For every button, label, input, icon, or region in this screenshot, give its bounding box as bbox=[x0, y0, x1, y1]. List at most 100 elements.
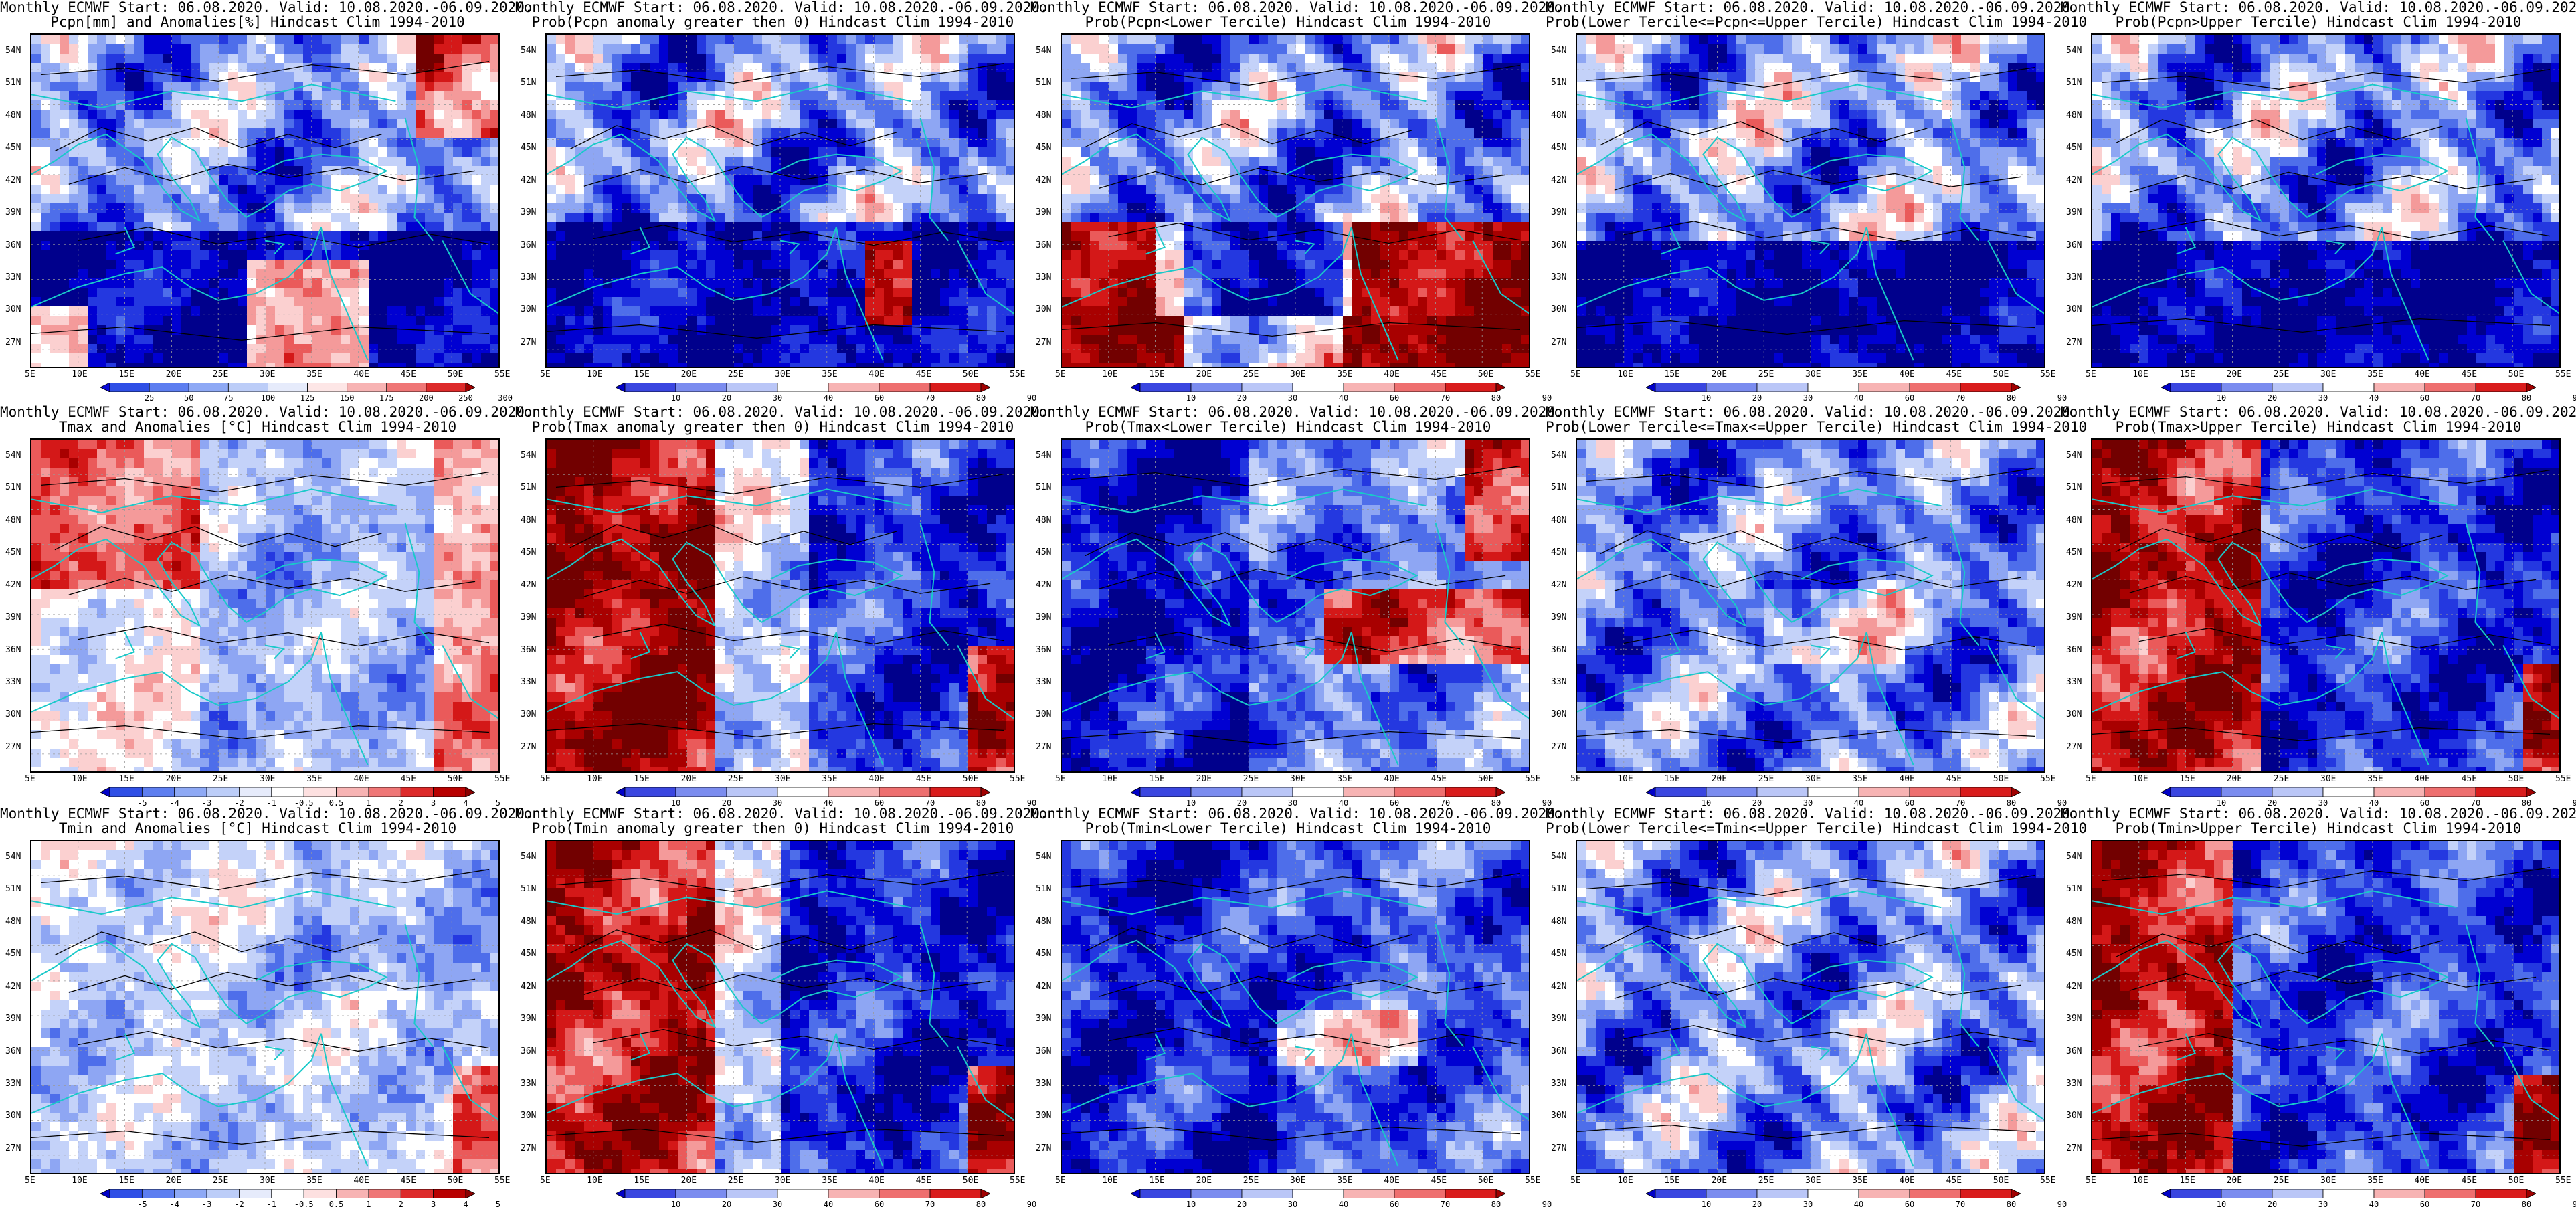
longitude-tick-label: 5E bbox=[2086, 369, 2096, 379]
longitude-tick-label: 55E bbox=[1010, 774, 1025, 784]
longitude-tick-label: 25E bbox=[2274, 774, 2289, 784]
colorbar-segment bbox=[2171, 383, 2221, 392]
colorbar-segment bbox=[207, 787, 239, 797]
longitude-tick-label: 45E bbox=[916, 369, 931, 379]
longitude-tick-label: 15E bbox=[2179, 369, 2195, 379]
latitude-tick-label: 39N bbox=[5, 612, 21, 622]
colorbar-segment bbox=[1140, 787, 1191, 797]
colorbar-segment bbox=[100, 1189, 110, 1198]
longitude-tick-label: 20E bbox=[166, 774, 181, 784]
colorbar-tick-label: 60 bbox=[1381, 393, 1408, 403]
colorbar-segment bbox=[189, 383, 228, 392]
latitude-tick-label: 42N bbox=[1551, 580, 1566, 590]
colorbar-segment bbox=[142, 787, 174, 797]
longitude-tick-label: 50E bbox=[963, 774, 978, 784]
colorbar-segment bbox=[2171, 1189, 2221, 1198]
latitude-tick-label: 51N bbox=[521, 78, 536, 88]
map-plot-area bbox=[1576, 33, 2045, 368]
latitude-tick-label: 36N bbox=[5, 240, 21, 250]
latitude-tick-label: 33N bbox=[1551, 272, 1566, 282]
latitude-tick-label: 48N bbox=[1036, 917, 1051, 927]
panel-title-line2: Prob(Tmin anomaly greater then 0) Hindca… bbox=[515, 821, 1030, 836]
longitude-tick-label: 20E bbox=[166, 369, 181, 379]
colorbar-segment bbox=[2374, 787, 2425, 797]
latitude-tick-label: 39N bbox=[2066, 1014, 2082, 1024]
colorbar-segment bbox=[1910, 787, 1960, 797]
longitude-tick-label: 50E bbox=[963, 369, 978, 379]
map-plot-area bbox=[2091, 438, 2561, 773]
map-plot-area bbox=[1061, 438, 1530, 773]
latitude-tick-label: 42N bbox=[5, 175, 21, 185]
latitude-tick-label: 48N bbox=[521, 515, 536, 525]
colorbar-segment bbox=[727, 383, 777, 392]
colorbar-segment bbox=[727, 787, 777, 797]
latitude-tick-label: 27N bbox=[521, 742, 536, 752]
latitude-tick-label: 45N bbox=[1551, 143, 1566, 153]
colorbar-segment bbox=[1496, 787, 1505, 797]
panel-title-line2: Prob(Tmax>Upper Tercile) Hindcast Clim 1… bbox=[2061, 420, 2576, 434]
colorbar-segment bbox=[369, 787, 401, 797]
longitude-tick-label: 40E bbox=[2414, 1176, 2429, 1186]
colorbar bbox=[100, 383, 475, 392]
colorbar-tick-label: 60 bbox=[866, 1200, 893, 1209]
colorbar bbox=[616, 383, 990, 392]
panel-title-line1: Monthly ECMWF Start: 06.08.2020. Valid: … bbox=[1546, 806, 2061, 821]
longitude-tick-label: 45E bbox=[2462, 369, 2477, 379]
colorbar-tick-label: 60 bbox=[1896, 393, 1923, 403]
longitude-tick-label: 10E bbox=[72, 774, 87, 784]
latitude-tick-label: 45N bbox=[5, 143, 21, 153]
latitude-tick-label: 42N bbox=[1036, 580, 1051, 590]
longitude-tick-label: 40E bbox=[1384, 1176, 1399, 1186]
map-panel-pcpn-low: Monthly ECMWF Start: 06.08.2020. Valid: … bbox=[1030, 0, 1546, 401]
latitude-tick-label: 27N bbox=[1036, 1143, 1051, 1153]
latitude-tick-label: 36N bbox=[5, 645, 21, 655]
longitude-tick-label: 55E bbox=[494, 1176, 510, 1186]
longitude-tick-label: 15E bbox=[2179, 1176, 2195, 1186]
panel-title-line1: Monthly ECMWF Start: 06.08.2020. Valid: … bbox=[0, 405, 515, 420]
colorbar-tick-label: 30 bbox=[764, 1200, 791, 1209]
colorbar-segment bbox=[2374, 1189, 2425, 1198]
panel-title-line1: Monthly ECMWF Start: 06.08.2020. Valid: … bbox=[0, 806, 515, 821]
colorbar-tick-label: 25 bbox=[136, 393, 163, 403]
colorbar-tick-label: 10 bbox=[1178, 393, 1204, 403]
colorbar-segment bbox=[1191, 1189, 1242, 1198]
colorbar-segment bbox=[2526, 383, 2536, 392]
longitude-tick-label: 55E bbox=[1525, 369, 1540, 379]
longitude-tick-label: 10E bbox=[72, 369, 87, 379]
latitude-tick-label: 48N bbox=[521, 110, 536, 120]
map-plot-area bbox=[545, 840, 1015, 1174]
colorbar-tick-label: 30 bbox=[1795, 1200, 1821, 1209]
latitude-tick-label: 39N bbox=[1551, 612, 1566, 622]
longitude-tick-label: 25E bbox=[1243, 369, 1259, 379]
colorbar-tick-label: 80 bbox=[2513, 1200, 2540, 1209]
latitude-tick-label: 48N bbox=[2066, 110, 2082, 120]
colorbar-tick-label: 60 bbox=[2411, 393, 2438, 403]
latitude-tick-label: 39N bbox=[5, 1014, 21, 1024]
longitude-tick-label: 10E bbox=[1617, 369, 1633, 379]
colorbar-segment bbox=[149, 383, 189, 392]
colorbar-segment bbox=[347, 383, 387, 392]
longitude-tick-label: 10E bbox=[1102, 774, 1117, 784]
map-plot-area bbox=[2091, 840, 2561, 1174]
panel-title-line2: Prob(Pcpn>Upper Tercile) Hindcast Clim 1… bbox=[2061, 15, 2576, 29]
longitude-tick-label: 55E bbox=[1010, 1176, 1025, 1186]
colorbar-segment bbox=[1344, 383, 1394, 392]
map-plot-area bbox=[1576, 840, 2045, 1174]
latitude-tick-label: 36N bbox=[5, 1046, 21, 1056]
longitude-tick-label: 25E bbox=[2274, 369, 2289, 379]
colorbar-tick-label: 20 bbox=[1744, 393, 1770, 403]
longitude-tick-label: 15E bbox=[118, 369, 134, 379]
longitude-tick-label: 55E bbox=[1525, 774, 1540, 784]
colorbar-segment bbox=[369, 1189, 401, 1198]
colorbar-segment bbox=[175, 787, 207, 797]
map-plot-area bbox=[30, 438, 500, 773]
longitude-tick-label: 20E bbox=[1712, 1176, 1727, 1186]
colorbar-tick-label: 60 bbox=[1381, 1200, 1408, 1209]
map-plot-area bbox=[1061, 840, 1530, 1174]
latitude-tick-label: 30N bbox=[2066, 1111, 2082, 1121]
colorbar-segment bbox=[1242, 787, 1293, 797]
longitude-tick-label: 35E bbox=[2367, 369, 2383, 379]
colorbar-segment bbox=[1191, 383, 1242, 392]
panel-title-line2: Prob(Lower Tercile<=Pcpn<=Upper Tercile)… bbox=[1546, 15, 2061, 29]
longitude-tick-label: 30E bbox=[260, 369, 275, 379]
